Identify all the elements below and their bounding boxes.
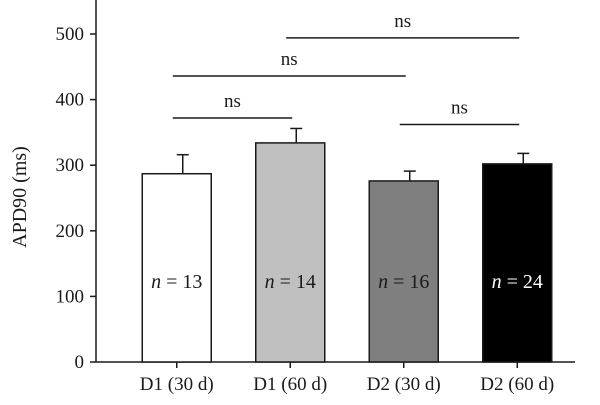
- bars: n = 13 n = 14 n = 16 n = 24: [141, 127, 553, 363]
- y-tick-label: 0: [75, 352, 85, 373]
- y-tick-label: 200: [56, 221, 85, 242]
- y-axis: 0 100 200 300 400 500: [56, 0, 97, 373]
- significance-label: ns: [281, 49, 298, 70]
- sample-size-label: n = 24: [492, 271, 543, 293]
- x-axis: D1 (30 d) D1 (60 d) D2 (30 d) D2 (60 d): [96, 361, 575, 395]
- x-tick-label: D2 (60 d): [480, 374, 554, 395]
- y-tick-label: 400: [56, 90, 85, 111]
- x-tick-label: D1 (60 d): [253, 374, 327, 395]
- y-tick-label: 100: [56, 286, 85, 307]
- sample-size-label: n = 13: [151, 271, 202, 293]
- significance-label: ns: [224, 91, 241, 112]
- bar: [141, 172, 212, 363]
- sample-size-label: n = 14: [265, 271, 316, 293]
- x-tick-label: D2 (30 d): [367, 374, 441, 395]
- y-tick-label: 300: [56, 155, 85, 176]
- significance-brackets: ns ns ns ns: [172, 11, 520, 126]
- y-tick-label: 500: [56, 24, 85, 45]
- sample-size-label: n = 16: [378, 271, 429, 293]
- bar: [482, 163, 553, 363]
- y-axis-label: APD90 (ms): [9, 146, 31, 248]
- bar: [368, 180, 439, 363]
- bar: [255, 142, 326, 363]
- significance-label: ns: [394, 11, 411, 32]
- significance-label: ns: [451, 98, 468, 119]
- x-tick-label: D1 (30 d): [140, 374, 214, 395]
